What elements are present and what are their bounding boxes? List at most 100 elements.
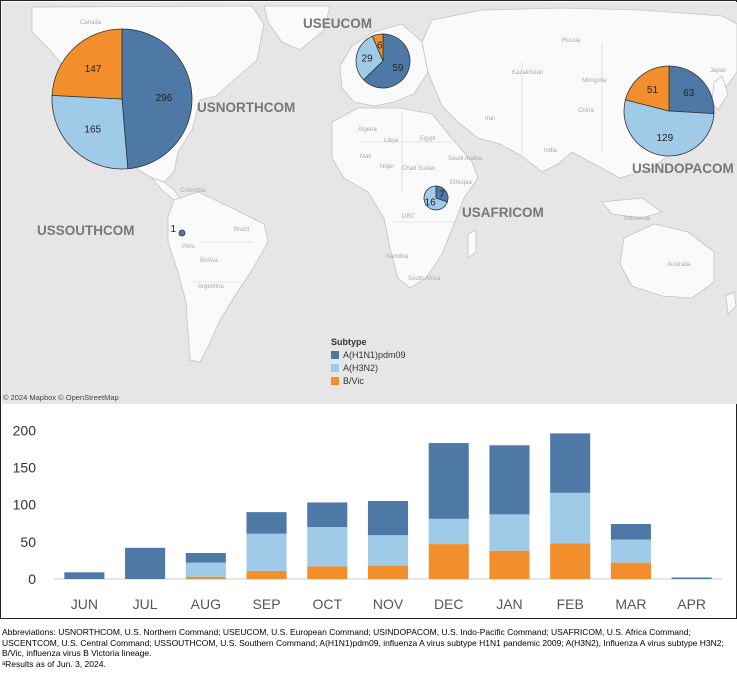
x-tick-label: JUL [133,596,158,612]
bar-segment [125,547,166,579]
bar-segment [610,539,651,563]
pie-slice [623,99,715,157]
y-tick-label: 200 [13,422,37,438]
x-tick-label: DEC [434,596,464,612]
bar-segment [489,445,530,515]
pie-slice [371,33,384,62]
pie-value-label: 63 [683,88,695,99]
country-label: Canada [80,20,102,26]
pie-usafricom: 716 [423,185,449,211]
bar-segment [367,535,409,566]
x-tick-label: MAR [615,596,646,612]
footnote: Abbreviations: USNORTHCOM, U.S. Northern… [2,627,737,669]
map-credit: © 2024 Mapbox © OpenStreetMap [3,393,119,402]
bar-chart: 0 50 100 150 200 JUN JUL AUG SEP OCT NOV DEC JAN FEB… [13,422,722,612]
bar-segment [367,501,409,536]
y-tick-label: 50 [20,534,36,550]
command-label-usnorthcom: USNORTHCOM [197,100,295,115]
y-tick-label: 150 [13,460,37,476]
country-labels: Canada Colombia Brazil Peru Bolivia Arge… [80,20,726,290]
pie-ussouthcom: 1 [170,224,186,237]
bar-segment [550,543,591,579]
country-label: Namibia [386,254,409,260]
bar-segment [246,512,287,534]
country-label: Chad [402,166,416,172]
pie-slice [51,28,123,100]
pie-slice [668,65,715,115]
x-tick-label: SEP [253,596,281,612]
country-label: Australia [667,262,691,268]
country-label: Libya [384,138,399,144]
command-label-usindopacom: USINDOPACOM [632,161,734,176]
country-label: India [544,148,558,154]
legend-label-bvic: B/Vic [343,376,364,386]
bar-segment [185,576,226,579]
pie-value-label: 59 [392,63,404,74]
command-label-useucom: USEUCOM [303,16,372,31]
bar-segment [610,562,651,579]
legend-label-h3n2: A(H3N2) [343,363,378,373]
country-label: Mongolia [582,78,607,84]
pie-value-label: 296 [156,93,173,104]
country-label: South Africa [408,276,441,282]
x-tick-label: OCT [312,596,342,612]
bar-segment [64,572,105,579]
bar-segment [489,550,530,579]
bar-segment [246,570,287,579]
country-label: DRC [402,214,416,220]
pie-value-label: 7 [439,189,445,200]
pie-useucom: 59 296 [355,33,411,89]
world-map: Canada Colombia Brazil Peru Bolivia Arge… [2,2,737,404]
figure-frame: Canada Colombia Brazil Peru Bolivia Arge… [0,0,737,619]
country-label: Colombia [180,188,206,194]
country-label: Kazakhstan [512,70,543,76]
x-tick-label: FEB [557,596,584,612]
country-label: Algeria [358,127,377,133]
footnote-results: ᵃResults as of Jun. 3, 2024. [2,658,106,669]
bar-segment [428,544,469,579]
pie-value-label: 29 [362,53,374,64]
x-tick-label: JUN [71,596,98,612]
command-label-ussouthcom: USSOUTHCOM [37,223,135,238]
country-label: Japan [710,68,726,74]
x-axis: JUN JUL AUG SEP OCT NOV DEC JAN FEB MAR APR [71,596,706,612]
x-tick-label: JAN [496,596,522,612]
pie-value-label: 16 [425,198,437,209]
legend-title: Subtype [331,337,367,347]
country-label: Saudi Arabia [448,156,483,162]
pie-slice [423,185,448,211]
x-tick-label: NOV [373,596,404,612]
bar-segment [307,502,348,527]
country-label: China [578,108,594,114]
bar-segment [185,553,226,563]
legend: Subtype A(H1N1)pdm09 A(H3N2) B/Vic [331,337,406,386]
bar-segment [489,514,530,551]
country-label: Ethiopia [450,180,472,186]
country-label: Bolivia [200,258,218,264]
country-label: Mali [360,154,371,160]
country-label: Niger [380,164,394,170]
country-label: Egypt [420,136,436,142]
legend-swatch-h1n1 [331,351,339,359]
bar-segment [610,524,651,540]
legend-swatch-bvic [331,377,339,385]
country-label: Iran [485,116,495,122]
bar-segment [428,443,469,519]
bar-segment [367,565,409,579]
pie-value-label: 51 [647,85,659,96]
bar-segment [307,566,348,579]
bar-segment [671,577,712,579]
footnote-abbreviations: Abbreviations: USNORTHCOM, U.S. Northern… [2,627,724,658]
pie-usindopacom: 63 129 51 [623,65,715,157]
country-label: Brazil [234,227,249,233]
legend-label-h1n1: A(H1N1)pdm09 [343,350,406,360]
x-tick-label: AUG [191,596,221,612]
y-tick-label: 100 [13,497,37,513]
country-label: Peru [182,244,195,250]
pie-slice [355,35,384,81]
pie-slice [51,94,129,170]
bar-segment [428,518,469,545]
pie-value-label: 1 [170,224,176,235]
pie-usnorthcom: 296 165 147 [51,28,193,170]
x-tick-label: APR [677,596,706,612]
